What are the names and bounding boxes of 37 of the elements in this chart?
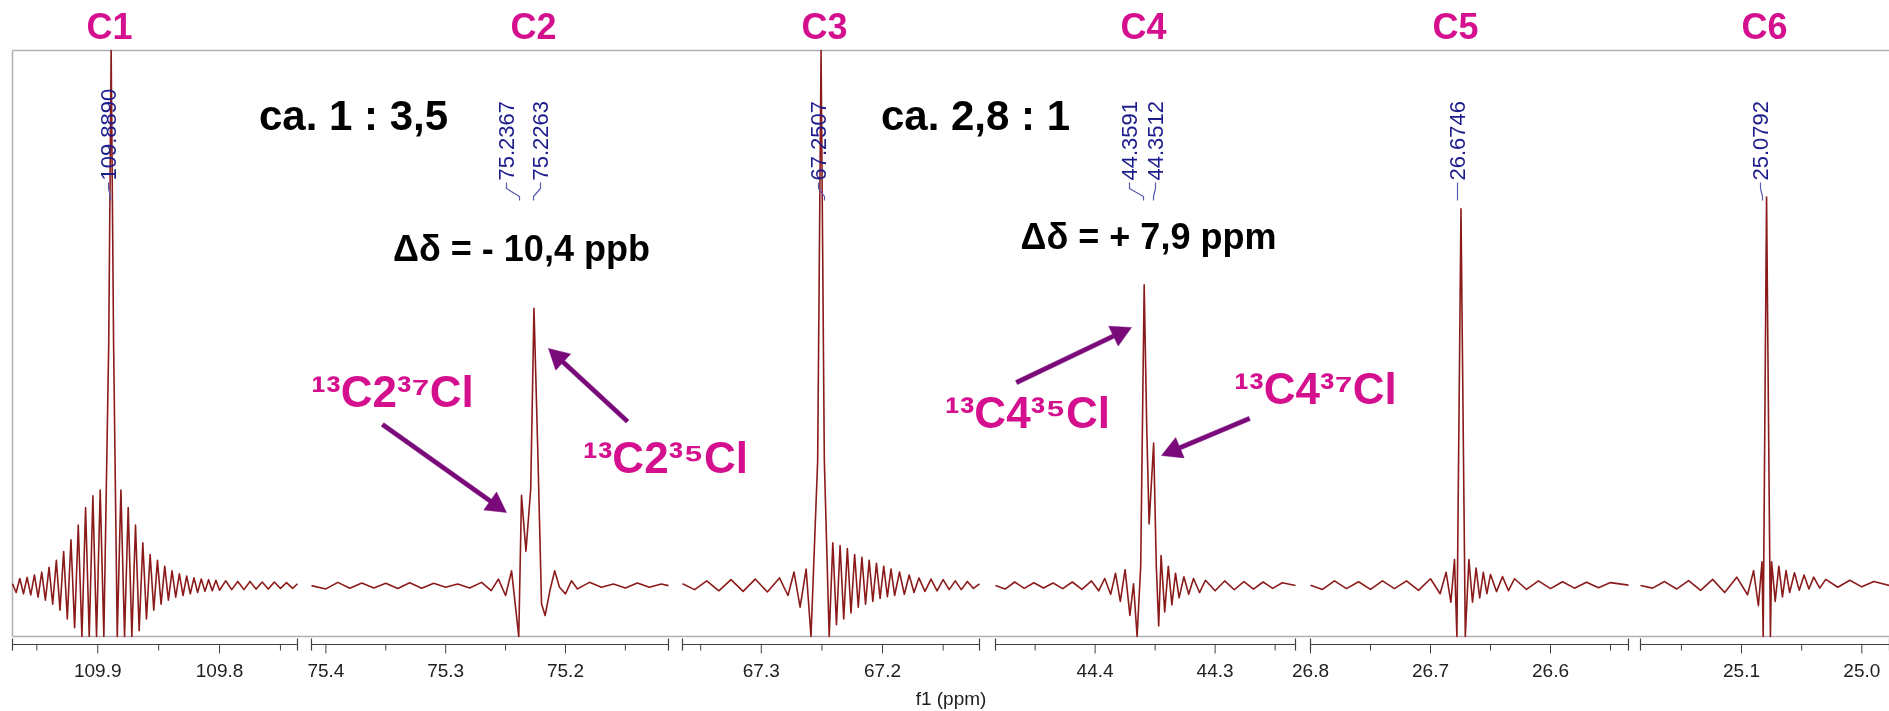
x-tick-label: 44.3: [1196, 660, 1234, 681]
annotation: 67.2507: [806, 100, 831, 181]
text: C1: [86, 6, 133, 47]
annotation: ¹³C4³⁷Cl: [1234, 364, 1397, 413]
x-tick-label: 109.8: [195, 660, 244, 681]
x-tick-label: 109.9: [73, 660, 122, 681]
text: 44.3591: [1117, 100, 1142, 181]
x-tick-label: 67.2: [864, 660, 902, 681]
x-tick-label: 44.4: [1076, 660, 1115, 681]
text: 75.2367: [494, 100, 519, 181]
x-tick-label: 25.1: [1723, 660, 1761, 681]
x-tick-label: 26.7: [1412, 660, 1449, 681]
text: C5: [1432, 6, 1479, 47]
annotation: ¹³C4³⁵Cl: [945, 388, 1110, 437]
text: 25.0792: [1748, 100, 1773, 181]
x-tick-label: 26.8: [1292, 660, 1329, 681]
text: C6: [1741, 6, 1788, 47]
annotation: 109.8890: [96, 88, 121, 181]
x-tick-label: 75.2: [546, 660, 584, 681]
x-tick-label: 67.3: [742, 660, 780, 681]
text: Δδ = - 10,4 ppb: [393, 228, 650, 269]
x-tick-label: 75.3: [427, 660, 465, 681]
x-tick-label: 25.0: [1843, 660, 1881, 681]
x-tick-label: 75.4: [307, 660, 345, 681]
text: C2: [510, 6, 557, 47]
annotation: ¹³C2³⁵Cl: [583, 433, 748, 482]
text: Δδ = + 7,9 ppm: [1020, 216, 1277, 257]
text: C3: [801, 6, 848, 47]
annotation: ca. 2,8 : 1: [880, 92, 1071, 139]
x-axis-title: f1 (ppm): [915, 688, 987, 709]
text: C4: [1120, 6, 1167, 47]
text: 44.3512: [1143, 100, 1168, 181]
annotation: ca. 1 : 3,5: [258, 92, 449, 139]
annotation: ¹³C2³⁷Cl: [311, 367, 474, 416]
x-tick-label: 26.6: [1532, 660, 1569, 681]
text: 26.6746: [1445, 100, 1470, 181]
text: 75.2263: [528, 100, 553, 181]
